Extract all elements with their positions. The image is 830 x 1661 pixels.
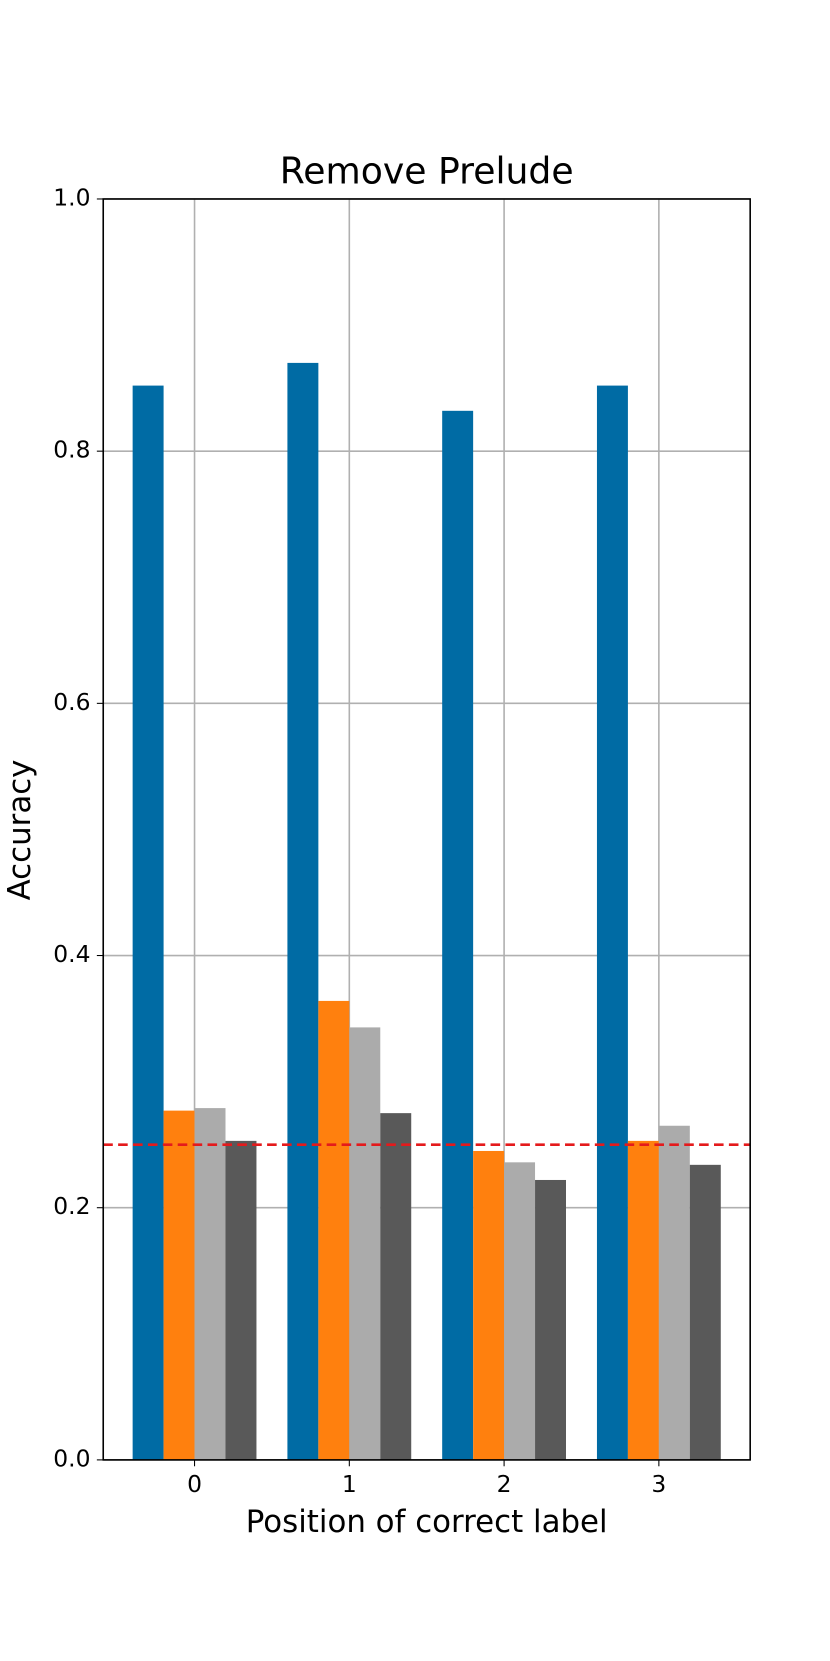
bar xyxy=(473,1150,505,1460)
bar xyxy=(132,385,164,1460)
bar xyxy=(504,1162,536,1460)
bar xyxy=(627,1140,659,1460)
bar xyxy=(318,1000,350,1460)
y-tick-label: 0.2 xyxy=(53,1192,90,1220)
x-tick-label: 0 xyxy=(187,1470,202,1498)
bar xyxy=(287,362,319,1460)
bar xyxy=(596,385,628,1460)
bar xyxy=(194,1108,226,1460)
chart-title: Remove Prelude xyxy=(280,149,574,192)
plot-frame xyxy=(102,198,751,1461)
x-axis-label: Position of correct label xyxy=(246,1504,608,1540)
bar xyxy=(349,1027,381,1460)
y-tick-label: 0.0 xyxy=(53,1444,90,1472)
y-tick-label: 0.8 xyxy=(53,436,90,464)
x-tick-label: 2 xyxy=(497,1470,512,1498)
x-tick-label: 3 xyxy=(651,1470,666,1498)
x-tick-label: 1 xyxy=(342,1470,357,1498)
y-tick-label: 1.0 xyxy=(53,183,90,211)
bar xyxy=(380,1113,412,1460)
bar xyxy=(225,1140,257,1460)
bar xyxy=(658,1125,690,1460)
bar xyxy=(442,410,474,1460)
y-tick-label: 0.6 xyxy=(53,688,90,716)
bar xyxy=(535,1179,566,1460)
bar xyxy=(163,1110,195,1460)
y-axis-label: Accuracy xyxy=(2,760,38,901)
bar xyxy=(689,1164,721,1460)
y-tick-label: 0.4 xyxy=(53,940,90,968)
